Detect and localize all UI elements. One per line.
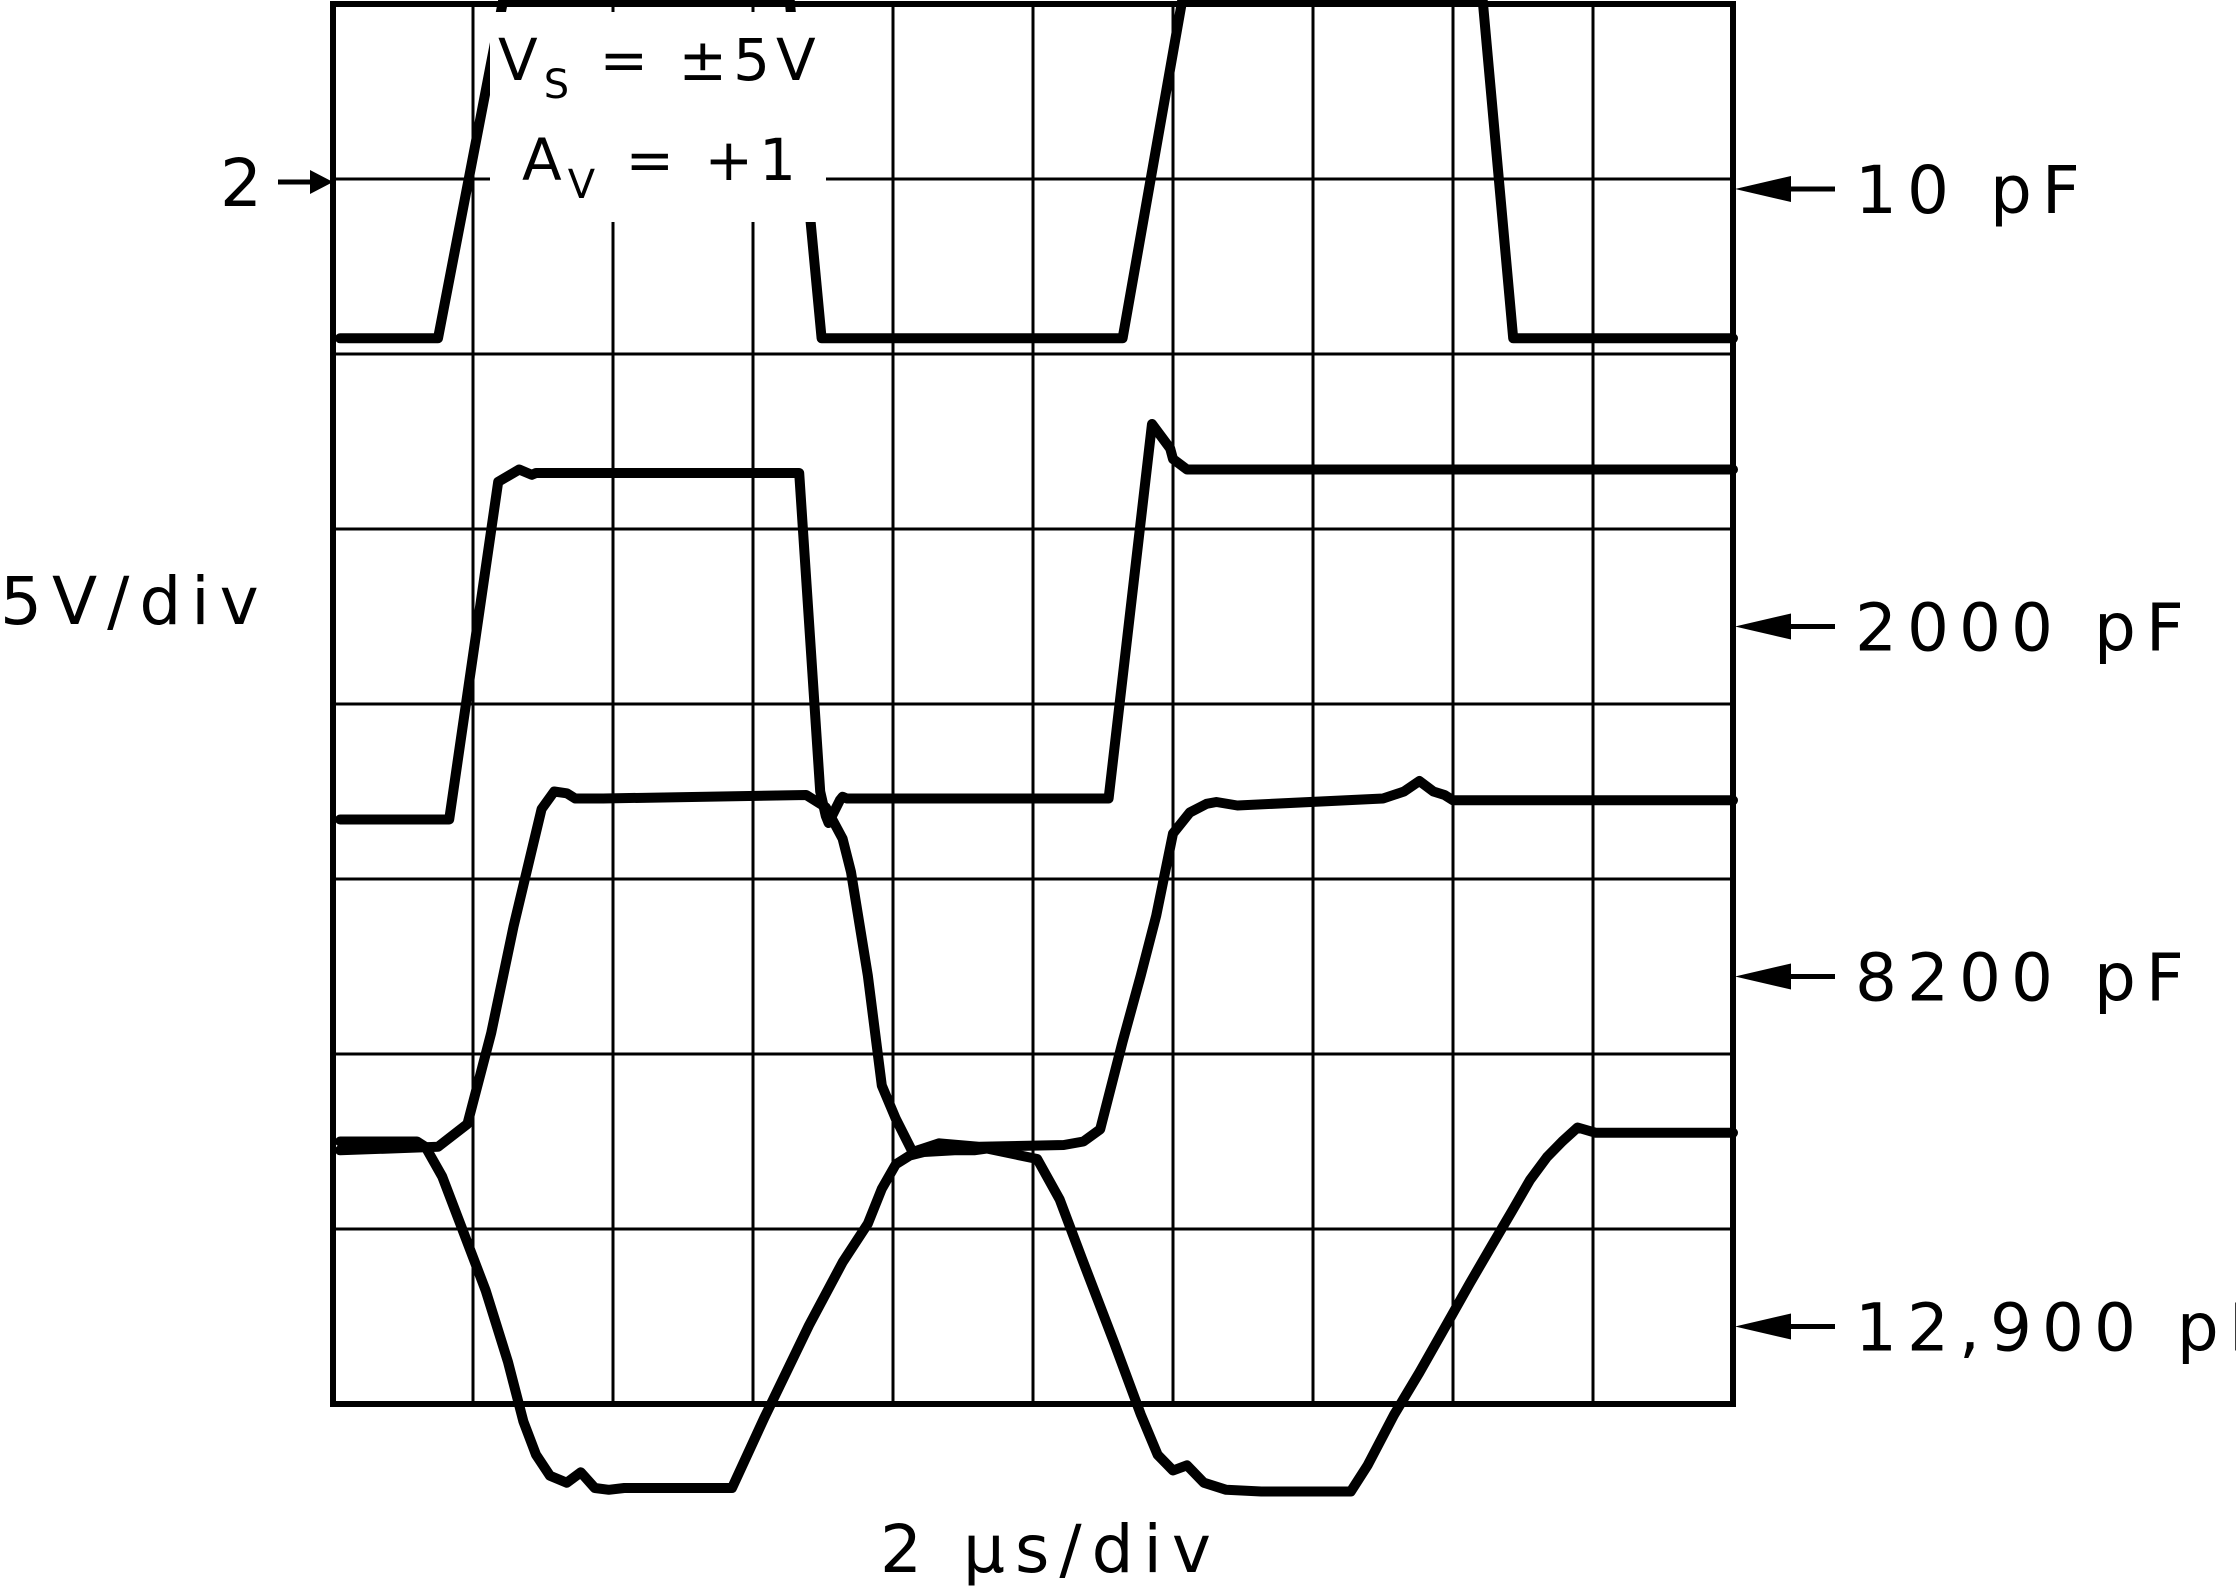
series-label-3: 8200 pF [1735,940,2194,1017]
series-label-text: 10 pF [1855,152,2090,229]
label-arrowhead-icon [1735,963,1791,990]
channel-marker-label: 2 [220,145,272,222]
series-label-text: 2000 pF [1855,590,2194,667]
trace-3 [335,776,1738,1157]
traces [335,0,1738,1497]
trace-1 [335,0,1738,344]
channel-marker: 2 [220,145,333,222]
y-axis-label: 5V/div [0,563,269,640]
trace-2 [335,419,1738,828]
grid [333,4,1733,1404]
series-label-2: 2000 pF [1735,590,2194,667]
series-label-1: 10 pF [1735,152,2090,229]
series-labels: 10 pF 2000 pF 8200 pF 12,900 pF [1735,152,2236,1367]
x-axis-label: 2 μs/div [880,1511,1221,1588]
series-label-text: 8200 pF [1855,940,2194,1017]
label-arrowhead-icon [1735,176,1791,202]
label-arrowhead-icon [1735,1313,1791,1340]
supply-voltage-annotation: VS = ±5V [498,26,822,108]
gain-annotation: AV = +1 [522,126,802,208]
trace-4 [335,1122,1738,1497]
label-arrowhead-icon [1735,613,1791,640]
series-label-4: 12,900 pF [1735,1290,2236,1367]
series-label-text: 12,900 pF [1855,1290,2236,1367]
plot-frame [330,1,1736,1407]
